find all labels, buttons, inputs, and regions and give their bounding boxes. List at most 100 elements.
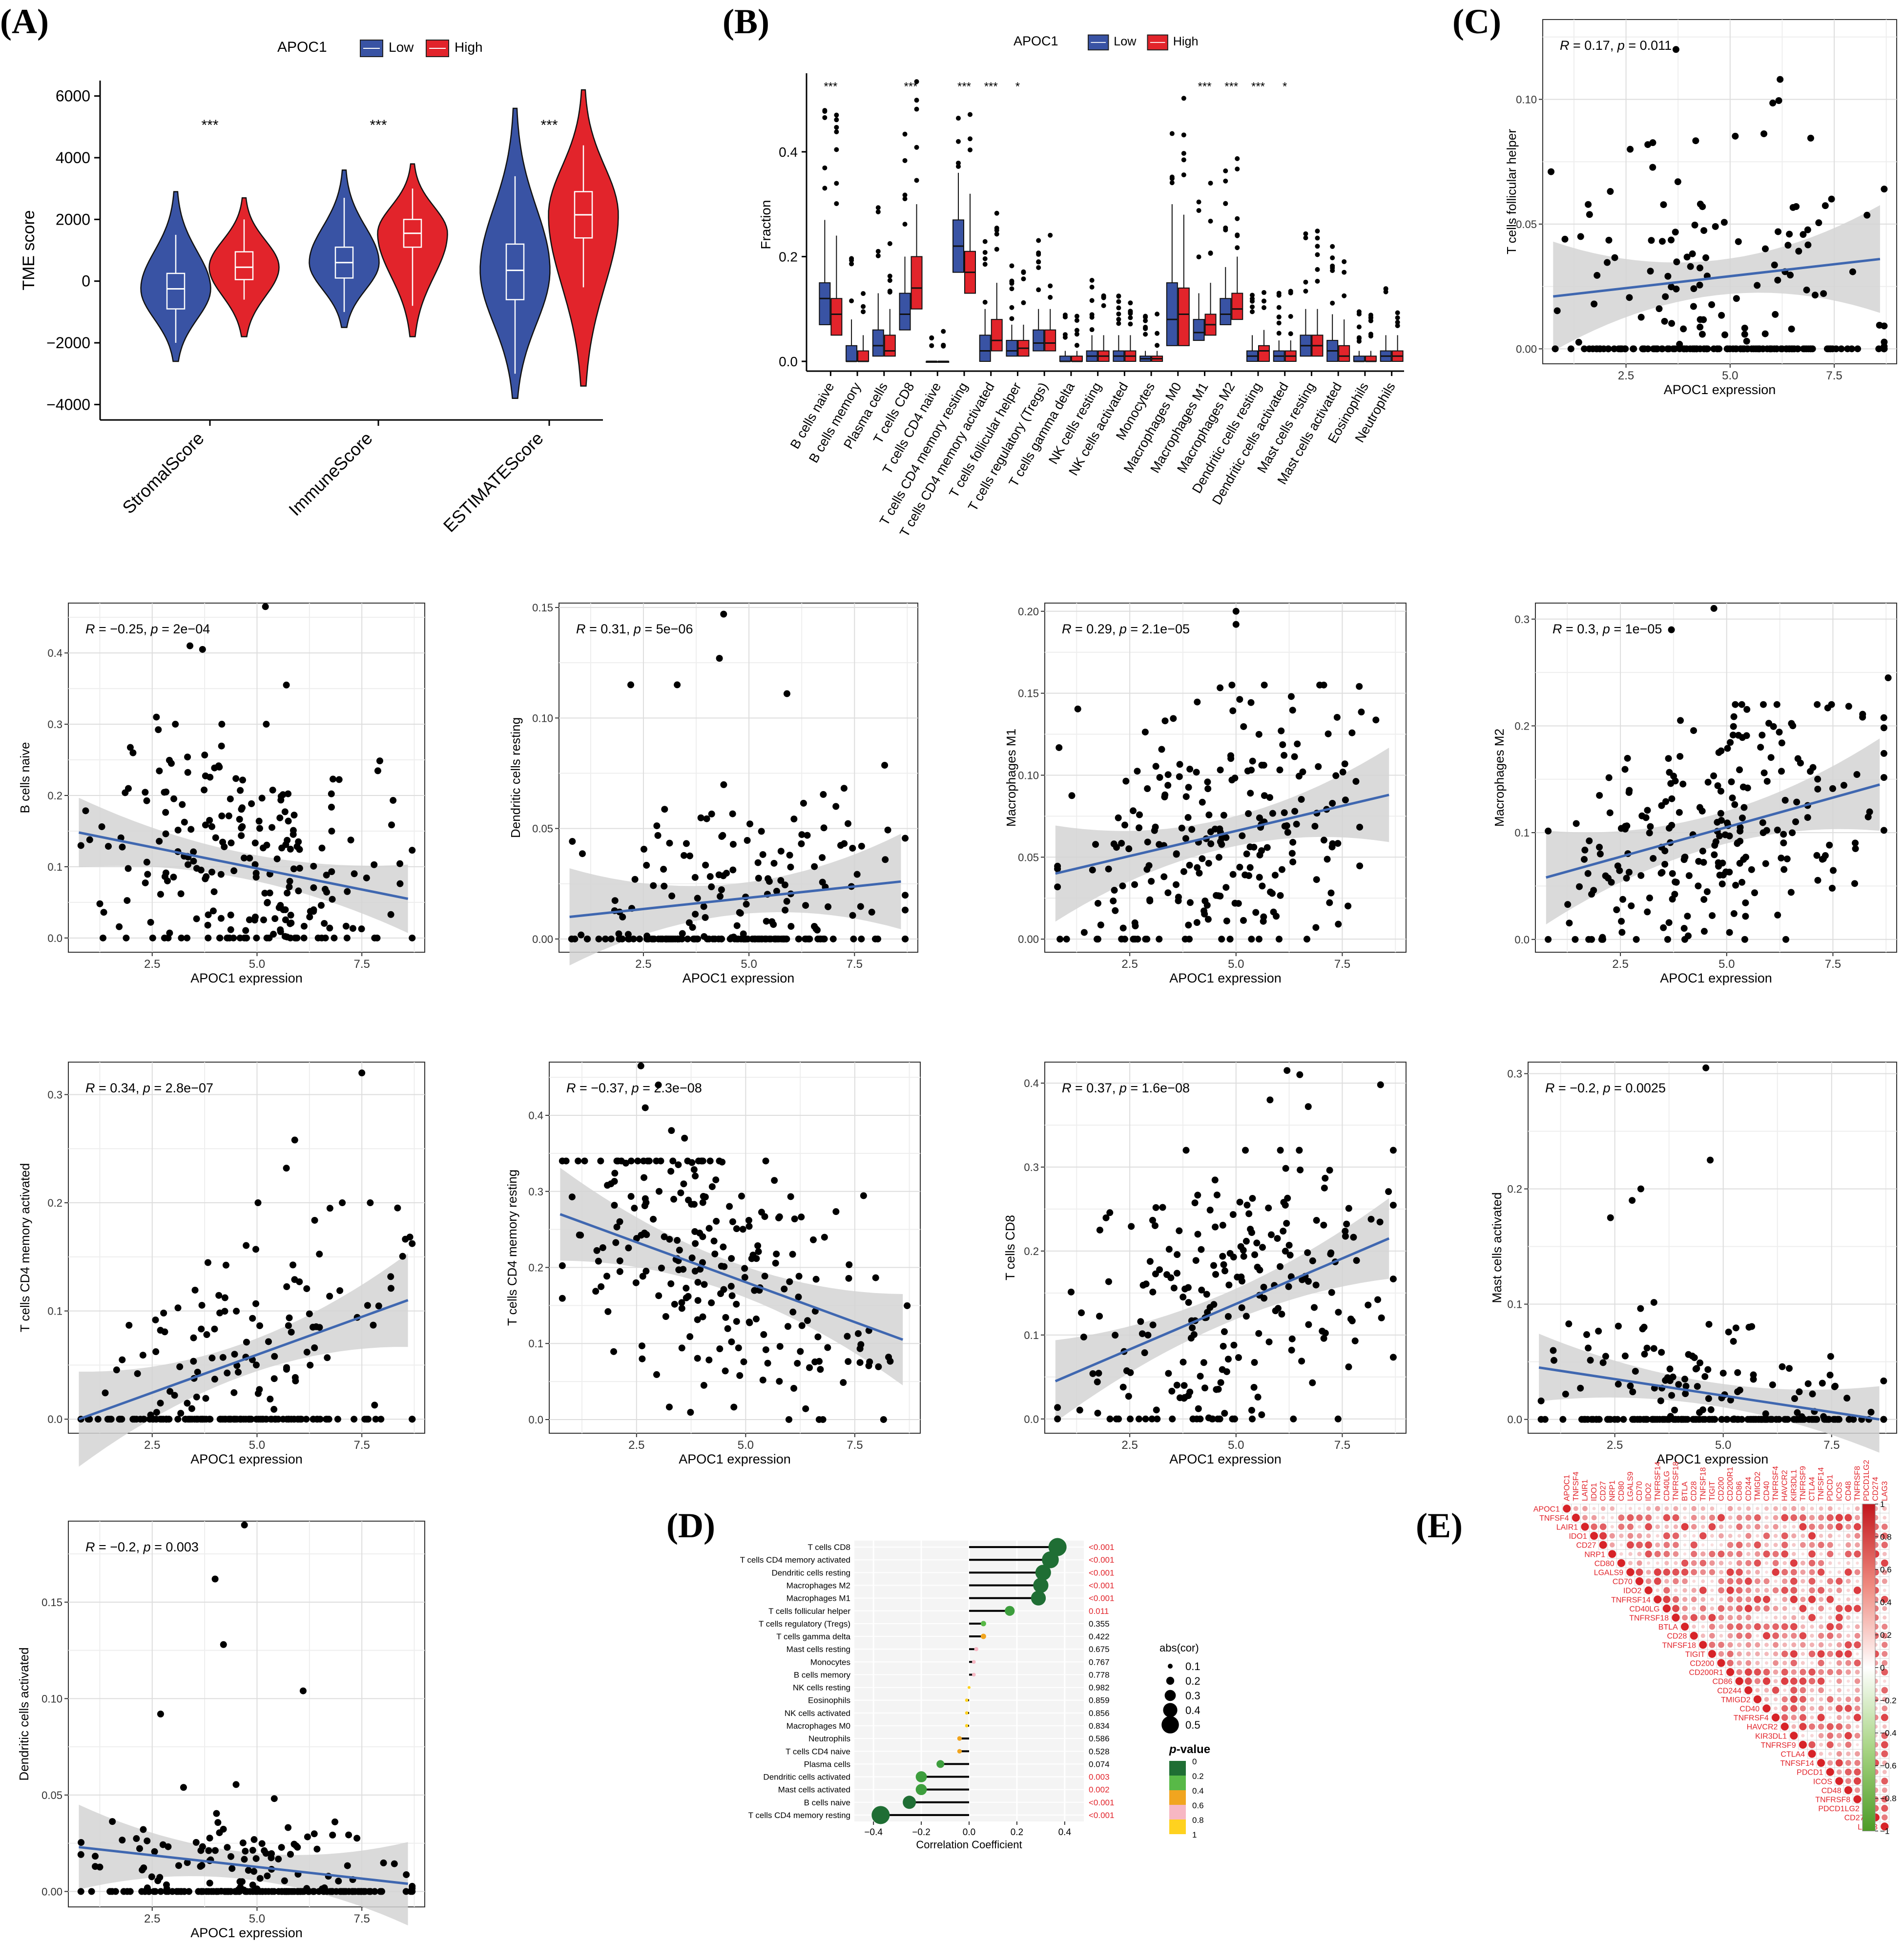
data-point xyxy=(1828,701,1835,708)
data-point-outlier xyxy=(199,646,206,653)
data-point xyxy=(1255,1330,1262,1337)
data-point xyxy=(394,1204,401,1212)
lollipop-head xyxy=(974,1647,978,1652)
data-point xyxy=(140,1416,147,1423)
box-high xyxy=(1258,345,1270,362)
data-point xyxy=(1803,286,1810,293)
correlation-circle xyxy=(1663,1569,1671,1576)
outlier-point xyxy=(1143,314,1148,320)
gene-label-top: CD86 xyxy=(1736,1481,1744,1501)
correlation-circle xyxy=(1809,1542,1815,1548)
data-point xyxy=(1782,936,1789,943)
category-label: Macrophages M1 xyxy=(786,1594,850,1603)
data-point xyxy=(694,935,701,942)
data-point xyxy=(1705,1395,1712,1402)
data-point xyxy=(203,873,210,880)
outlier-point xyxy=(1276,314,1282,320)
correlation-circle xyxy=(1790,1623,1798,1631)
data-point xyxy=(1367,1215,1375,1223)
correlation-circle xyxy=(1773,1669,1779,1675)
data-point xyxy=(266,934,273,941)
correlation-circle xyxy=(1856,1561,1859,1565)
data-point xyxy=(1660,924,1667,931)
data-point-outlier xyxy=(1777,76,1784,83)
data-point-outlier xyxy=(668,1127,675,1134)
outlier-point xyxy=(1101,294,1106,300)
data-point xyxy=(1624,754,1631,762)
data-point xyxy=(1604,1416,1612,1423)
data-point xyxy=(1239,832,1246,839)
category-label: T cells gamma delta xyxy=(776,1632,850,1641)
correlation-circle xyxy=(1790,1705,1798,1712)
data-point xyxy=(387,1285,394,1292)
correlation-circle xyxy=(1826,1514,1834,1521)
data-point xyxy=(215,1292,223,1299)
significance-label: *** xyxy=(1198,80,1212,93)
correlation-circle xyxy=(1791,1632,1797,1639)
annotation-part: R xyxy=(85,622,95,636)
correlation-circle xyxy=(1718,1641,1724,1648)
data-point xyxy=(1828,884,1836,892)
data-point xyxy=(206,1416,213,1423)
data-point xyxy=(1658,1349,1665,1356)
gene-label-top: LGALS9 xyxy=(1627,1471,1635,1501)
data-point xyxy=(721,1263,728,1270)
correlation-circle xyxy=(1746,1524,1751,1529)
correlation-circle xyxy=(1701,1625,1705,1629)
data-point xyxy=(668,892,676,899)
data-point xyxy=(1771,261,1778,269)
size-legend-label: 0.5 xyxy=(1185,1719,1200,1731)
data-point xyxy=(1180,868,1187,875)
correlation-circle xyxy=(1699,1641,1707,1649)
gene-label-top: TIGIT xyxy=(1708,1481,1717,1501)
data-point xyxy=(1327,1251,1334,1258)
data-point xyxy=(1694,1383,1701,1390)
legend-title-part: p xyxy=(1169,1743,1177,1756)
gene-label-top: CD200R1 xyxy=(1726,1467,1735,1501)
data-point xyxy=(1551,1357,1558,1364)
data-point xyxy=(802,902,809,909)
data-point xyxy=(193,1393,200,1401)
data-point xyxy=(294,1843,301,1851)
data-point xyxy=(812,925,820,933)
data-point xyxy=(173,1888,181,1895)
correlation-circle xyxy=(1808,1651,1816,1657)
outlier-point xyxy=(1074,328,1079,333)
data-point xyxy=(142,789,149,796)
data-point xyxy=(1173,1270,1180,1277)
data-point xyxy=(1719,1369,1727,1377)
correlation-circle xyxy=(1619,1543,1623,1547)
outlier-point xyxy=(1048,232,1053,238)
size-legend-key xyxy=(1163,1703,1178,1717)
outlier-point xyxy=(1235,216,1240,221)
data-point xyxy=(1218,841,1225,848)
correlation-circle xyxy=(1645,1550,1652,1558)
data-point xyxy=(1633,936,1640,943)
data-point xyxy=(866,1358,873,1365)
y-axis-title: Macrophages M1 xyxy=(1004,729,1018,827)
data-point xyxy=(1804,1380,1812,1387)
y-tick-label: −4000 xyxy=(46,396,90,413)
data-point xyxy=(1267,1231,1275,1238)
data-point xyxy=(692,1240,699,1247)
correlation-circle xyxy=(1728,1525,1733,1529)
data-point xyxy=(300,934,308,941)
correlation-circle xyxy=(1754,1578,1760,1585)
data-point xyxy=(1199,798,1206,806)
data-point xyxy=(1326,1167,1333,1174)
data-point xyxy=(1666,769,1673,776)
correlation-circle xyxy=(1656,1534,1659,1538)
y-tick-label: 0.0 xyxy=(47,932,62,944)
correlation-circle xyxy=(1791,1715,1797,1720)
data-point xyxy=(243,1242,250,1249)
data-point xyxy=(283,1364,290,1371)
data-point xyxy=(396,860,404,867)
x-tick-label: 7.5 xyxy=(1826,369,1842,382)
correlation-circle xyxy=(1692,1606,1697,1611)
correlation-circle xyxy=(1855,1579,1860,1583)
correlation-circle xyxy=(1581,1523,1589,1531)
correlation-circle xyxy=(1772,1714,1780,1722)
data-point xyxy=(153,1409,160,1416)
data-point xyxy=(1327,889,1335,897)
